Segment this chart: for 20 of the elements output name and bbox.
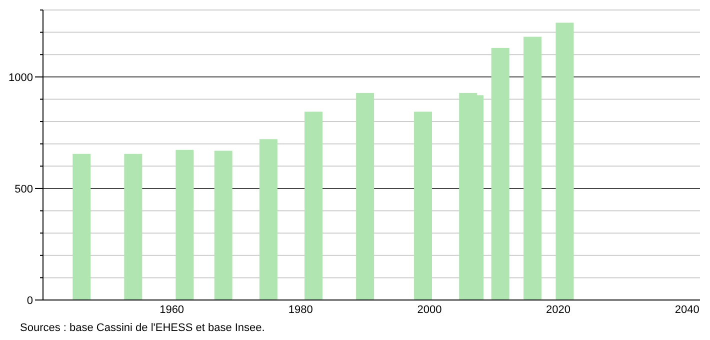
x-tick-label: 2040	[674, 304, 700, 316]
bar	[556, 22, 574, 300]
bar	[356, 92, 374, 300]
y-tick-label: 1000	[8, 72, 33, 84]
x-tick-label: 1960	[160, 304, 184, 316]
bar	[414, 112, 432, 300]
x-tick-label: 2020	[546, 304, 571, 316]
bar	[124, 154, 142, 300]
bar	[72, 154, 91, 300]
x-tick-label: 2000	[417, 304, 442, 316]
bar	[491, 48, 510, 300]
bar	[214, 150, 232, 300]
y-tick-label: 0	[26, 294, 33, 307]
x-tick-label: 1980	[288, 304, 313, 316]
source-note: Sources : base Cassini de l'EHESS et base Insee.	[20, 322, 265, 334]
bar	[524, 36, 542, 300]
bar	[259, 139, 278, 300]
bar	[304, 112, 323, 300]
y-tick-label: 500	[14, 183, 33, 196]
bar	[176, 150, 194, 300]
